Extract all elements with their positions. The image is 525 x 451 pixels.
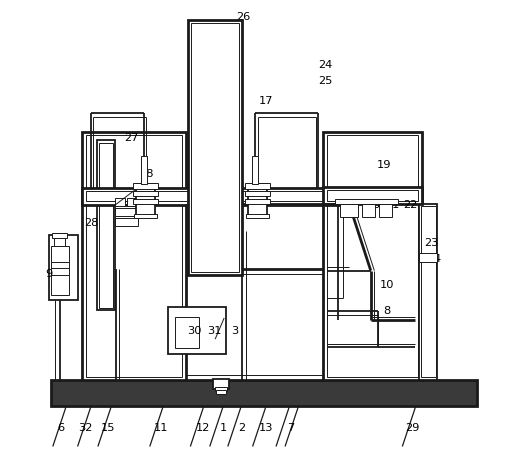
Bar bbox=[362, 204, 375, 217]
Text: 6: 6 bbox=[57, 423, 64, 433]
Bar bbox=[419, 253, 437, 262]
Bar bbox=[127, 198, 138, 206]
Text: 12: 12 bbox=[196, 423, 210, 433]
Text: 19: 19 bbox=[377, 160, 392, 170]
Text: 25: 25 bbox=[319, 76, 333, 86]
Text: 15: 15 bbox=[101, 423, 116, 433]
Bar bbox=[117, 274, 338, 375]
Bar bbox=[82, 132, 186, 380]
Bar bbox=[421, 206, 436, 377]
Bar bbox=[141, 156, 148, 184]
Bar bbox=[215, 387, 227, 391]
Bar bbox=[377, 232, 408, 302]
Text: 1: 1 bbox=[219, 423, 227, 433]
Bar bbox=[116, 198, 125, 206]
Bar bbox=[174, 317, 200, 348]
Bar bbox=[191, 23, 238, 272]
Text: 13: 13 bbox=[259, 423, 274, 433]
Bar bbox=[99, 143, 113, 308]
Text: 7: 7 bbox=[287, 423, 294, 433]
Bar bbox=[113, 269, 342, 380]
Text: 26: 26 bbox=[236, 12, 250, 22]
Text: 28: 28 bbox=[84, 218, 98, 228]
Bar bbox=[116, 208, 138, 216]
Text: 22: 22 bbox=[403, 200, 417, 210]
Bar bbox=[82, 188, 339, 205]
Bar bbox=[133, 199, 159, 204]
Bar bbox=[323, 187, 422, 204]
Bar bbox=[248, 184, 267, 216]
Text: 3: 3 bbox=[231, 327, 238, 336]
Bar bbox=[419, 204, 437, 380]
Bar bbox=[334, 199, 398, 204]
Bar bbox=[216, 390, 226, 394]
Bar bbox=[379, 204, 392, 217]
Bar bbox=[340, 204, 358, 217]
Text: 8: 8 bbox=[383, 306, 390, 316]
Bar bbox=[327, 190, 418, 201]
Bar bbox=[133, 191, 159, 196]
Text: 31: 31 bbox=[207, 327, 222, 336]
Text: 18: 18 bbox=[140, 169, 155, 179]
Bar bbox=[327, 135, 418, 377]
Bar bbox=[213, 379, 229, 389]
Bar bbox=[168, 307, 226, 354]
Bar bbox=[134, 214, 157, 218]
Bar bbox=[50, 246, 69, 295]
Bar bbox=[245, 183, 270, 189]
Bar bbox=[52, 233, 67, 238]
Text: 21: 21 bbox=[385, 200, 399, 210]
Bar bbox=[50, 380, 477, 406]
Bar bbox=[245, 191, 270, 196]
Text: 10: 10 bbox=[379, 280, 394, 290]
Text: 23: 23 bbox=[424, 238, 439, 248]
Bar bbox=[86, 191, 335, 201]
Text: 4: 4 bbox=[434, 254, 441, 264]
Text: 14: 14 bbox=[140, 202, 155, 212]
Bar bbox=[379, 221, 393, 226]
Bar bbox=[136, 184, 155, 216]
Bar bbox=[323, 132, 422, 380]
Text: 30: 30 bbox=[187, 327, 201, 336]
Bar bbox=[246, 214, 269, 218]
Text: 16: 16 bbox=[140, 185, 155, 195]
Bar bbox=[245, 199, 270, 204]
Bar bbox=[86, 135, 182, 377]
Text: 24: 24 bbox=[319, 60, 333, 70]
Bar bbox=[133, 183, 159, 189]
Bar bbox=[49, 235, 78, 300]
Text: 20: 20 bbox=[366, 200, 380, 210]
Bar bbox=[188, 20, 242, 275]
Bar bbox=[251, 156, 258, 184]
Bar bbox=[380, 244, 400, 298]
Text: 9: 9 bbox=[45, 269, 53, 279]
Text: 29: 29 bbox=[405, 423, 419, 433]
Bar bbox=[54, 237, 65, 246]
Text: 27: 27 bbox=[124, 133, 139, 143]
Text: 2: 2 bbox=[239, 423, 246, 433]
Text: 17: 17 bbox=[259, 97, 274, 106]
Bar bbox=[116, 218, 138, 226]
Bar bbox=[97, 140, 116, 310]
Text: 32: 32 bbox=[79, 423, 93, 433]
Bar bbox=[381, 226, 392, 235]
Text: 11: 11 bbox=[154, 423, 169, 433]
